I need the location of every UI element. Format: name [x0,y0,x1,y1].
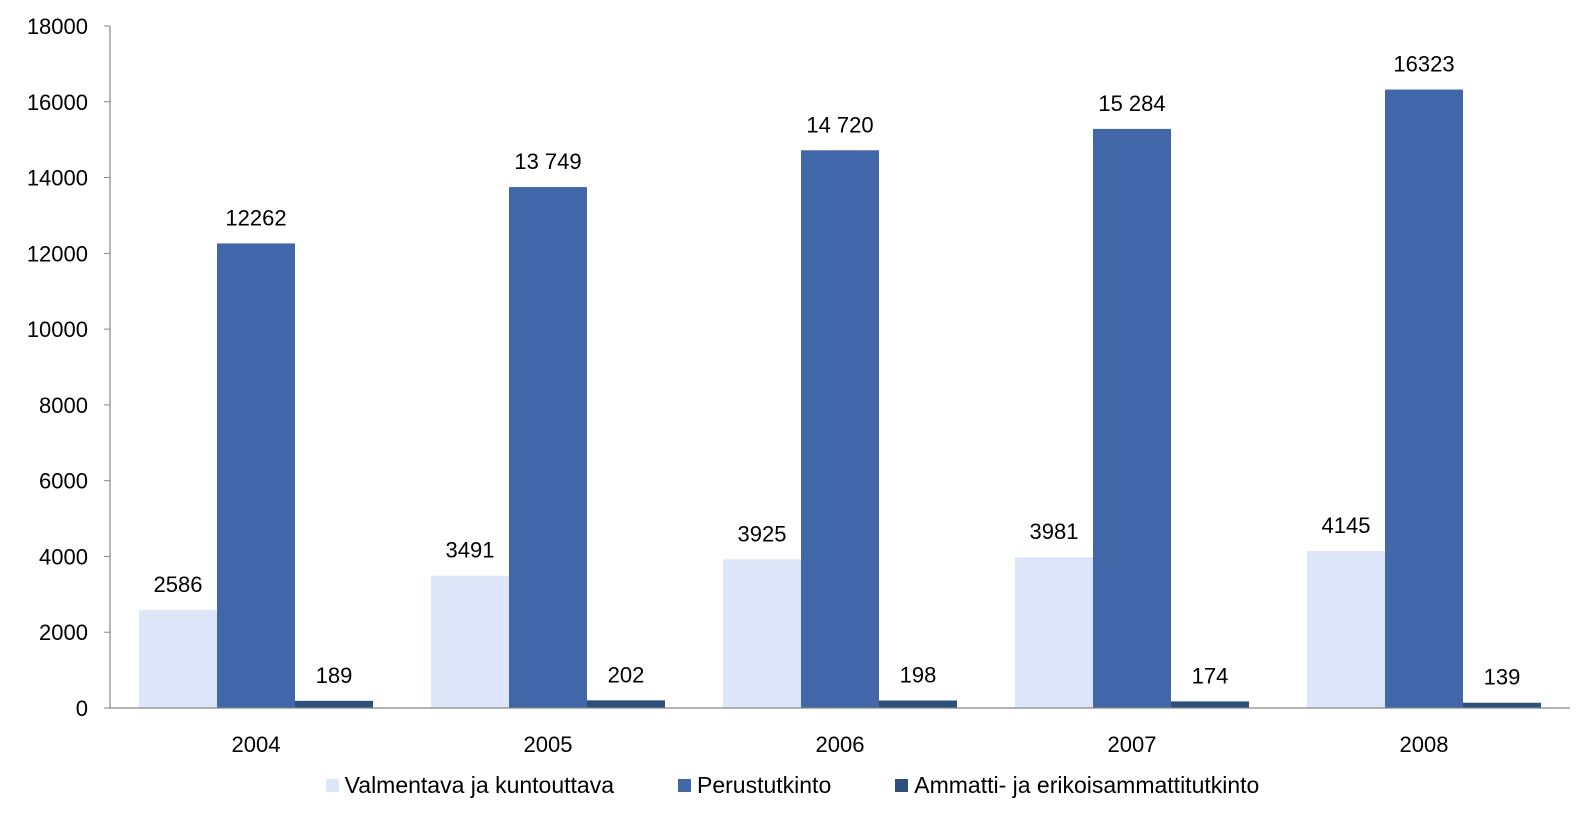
data-label: 12262 [225,205,286,230]
bar [879,700,957,708]
x-tick-label: 2006 [816,732,865,757]
data-label: 174 [1192,663,1229,688]
data-label: 13 749 [514,149,581,174]
bar [295,700,373,708]
legend-swatch [895,779,909,792]
bar [801,150,879,708]
legend-swatch [325,779,339,792]
bar [1385,89,1463,708]
data-label: 2586 [154,572,203,597]
plot-area: 0 2000 4000 6000 8000 10000 12000 14000 16000 180… [27,14,1570,757]
data-label: 202 [608,662,645,687]
x-tick-label: 2004 [232,732,281,757]
legend-label: Valmentava ja kuntouttava [344,772,614,798]
legend-item: Perustutkinto [678,772,831,799]
data-label: 3491 [446,538,495,563]
data-label: 16323 [1393,52,1454,77]
bar [1307,550,1385,708]
legend-swatch [678,779,691,792]
data-label: 15 284 [1098,91,1165,116]
data-label: 189 [316,663,353,688]
y-tick-label: 10000 [27,317,88,342]
bar [217,243,295,709]
bar [1015,557,1093,708]
legend-item: Ammatti- ja erikoisammattitutkinto [895,772,1259,799]
y-tick-label: 18000 [27,14,88,39]
bar [1171,701,1249,708]
bar-chart: 0 2000 4000 6000 8000 10000 12000 14000 16000 180… [27,14,1570,757]
bar [431,575,509,708]
data-label: 3981 [1030,519,1079,544]
y-tick-label: 0 [76,696,88,721]
y-tick-label: 2000 [39,620,88,645]
x-tick-label: 2007 [1108,732,1157,757]
y-tick-label: 16000 [27,90,88,115]
y-tick-label: 6000 [39,469,88,494]
y-tick-label: 8000 [39,393,88,418]
y-tick-label: 14000 [27,166,88,191]
data-label: 4145 [1322,513,1371,538]
legend-label: Ammatti- ja erikoisammattitutkinto [914,772,1260,798]
legend: Valmentava ja kuntouttava Perustutkinto Am… [0,772,1585,799]
bar [723,559,801,708]
legend-item: Valmentava ja kuntouttava [325,772,614,799]
y-tick-label: 4000 [39,544,88,569]
legend-label: Perustutkinto [697,772,832,798]
x-tick-label: 2008 [1400,732,1449,757]
data-label: 14 720 [806,112,873,137]
x-tick-label: 2005 [524,732,573,757]
data-label: 198 [900,662,937,687]
y-tick-label: 12000 [27,241,88,266]
bar [509,187,587,708]
bar [1463,702,1541,708]
bar [587,700,665,708]
bar [139,610,217,708]
data-label: 139 [1484,665,1521,690]
data-label: 3925 [738,521,787,546]
bar [1093,128,1171,708]
